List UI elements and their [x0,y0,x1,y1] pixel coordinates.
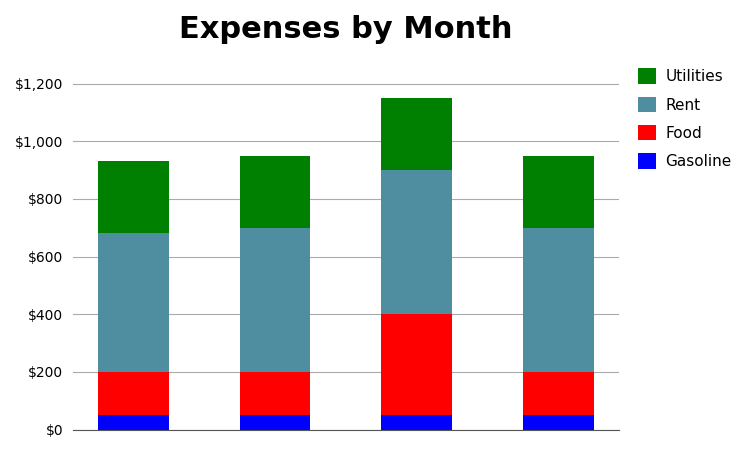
Bar [381,98,452,170]
Bar [239,372,310,415]
Bar [381,415,452,429]
Title: Expenses by Month: Expenses by Month [179,15,513,44]
Bar [98,415,169,429]
Bar [239,155,310,228]
Bar [98,161,169,233]
Bar [239,228,310,372]
Bar [381,314,452,415]
Bar [523,155,594,228]
Bar [381,170,452,314]
Bar [523,372,594,415]
Bar [98,233,169,372]
Bar [523,228,594,372]
Bar [239,415,310,429]
Bar [98,372,169,415]
Legend: Utilities, Rent, Food, Gasoline: Utilities, Rent, Food, Gasoline [632,63,738,175]
Bar [523,415,594,429]
